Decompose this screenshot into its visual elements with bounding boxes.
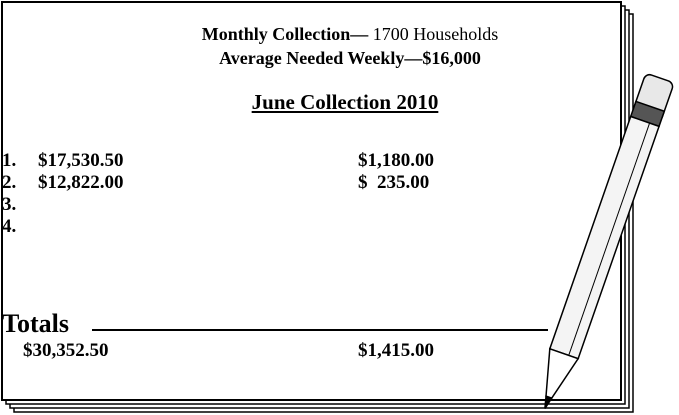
totals-label: Totals xyxy=(2,309,69,339)
title-bold: Monthly Collection— xyxy=(202,24,369,44)
row-col2: $ 235.00 xyxy=(358,172,429,194)
row-col1: $17,530.50 xyxy=(38,150,124,172)
header-subtitle: Average Needed Weekly—$16,000 xyxy=(0,48,679,69)
row-number: 1. xyxy=(2,150,16,172)
title-rest: 1700 Households xyxy=(373,24,499,44)
row-number: 3. xyxy=(2,194,16,216)
row-col1: $12,822.00 xyxy=(38,172,124,194)
header-title: Monthly Collection— 1700 Households xyxy=(0,24,679,45)
page: Monthly Collection— 1700 Households Aver… xyxy=(0,0,679,415)
row-col2: $1,180.00 xyxy=(358,150,434,172)
totals-col1: $30,352.50 xyxy=(23,340,109,362)
row-number: 4. xyxy=(2,216,16,238)
section-title: June Collection 2010 xyxy=(0,90,679,115)
row-number: 2. xyxy=(2,172,16,194)
totals-col2: $1,415.00 xyxy=(358,340,434,362)
